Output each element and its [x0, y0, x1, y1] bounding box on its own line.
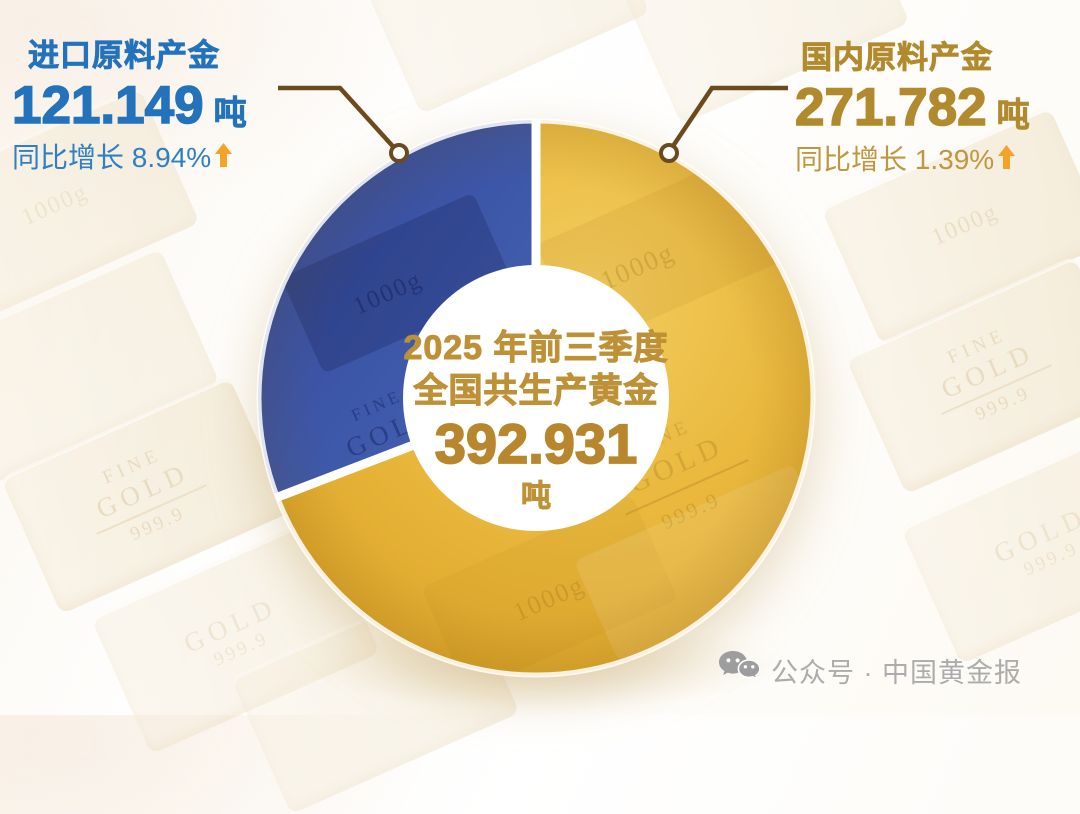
pie-rim	[256, 118, 816, 678]
donut-chart-svg: 1000g FINE GOLD 999.9 1000g 1000g FINE	[256, 118, 816, 678]
center-total-value: 392.931	[434, 412, 638, 475]
imported-gold-callout: 进口原料产金 121.149 吨 同比增长 8.94%	[11, 38, 247, 173]
bar-weight-text: 1000g	[927, 198, 1003, 251]
domestic-gold-callout: 国内原料产金 271.782 吨 同比增长 1.39%	[794, 40, 1030, 175]
watermark-text: 公众号 · 中国黄金报	[771, 658, 1022, 688]
imported-gold-value: 121.149	[11, 76, 204, 135]
center-period-line: 2025 年前三季度	[403, 329, 669, 367]
donut-chart: 1000g FINE GOLD 999.9 1000g 1000g FINE	[256, 118, 816, 678]
domestic-gold-title: 国内原料产金	[801, 40, 993, 75]
wechat-icon	[718, 650, 761, 691]
domestic-gold-unit: 吨	[996, 96, 1030, 133]
imported-gold-unit: 吨	[213, 94, 247, 131]
center-subject-line: 全国共生产黄金	[413, 372, 659, 410]
donut-hole	[403, 265, 669, 531]
up-arrow-icon	[215, 143, 233, 172]
imported-gold-title: 进口原料产金	[28, 38, 220, 73]
center-total-unit: 吨	[521, 480, 552, 513]
up-arrow-icon	[998, 145, 1016, 174]
center-total-label: 2025 年前三季度 全国共生产黄金 392.931 吨	[386, 331, 686, 512]
domestic-gold-value: 271.782	[794, 78, 987, 137]
imported-gold-growth: 同比增长 8.94%	[12, 141, 212, 173]
domestic-gold-growth: 同比增长 1.39%	[795, 143, 995, 175]
watermark: 公众号 · 中国黄金报	[718, 650, 1022, 691]
background-gold-bar	[360, 0, 650, 115]
bar-weight-text: 1000g	[17, 178, 93, 231]
